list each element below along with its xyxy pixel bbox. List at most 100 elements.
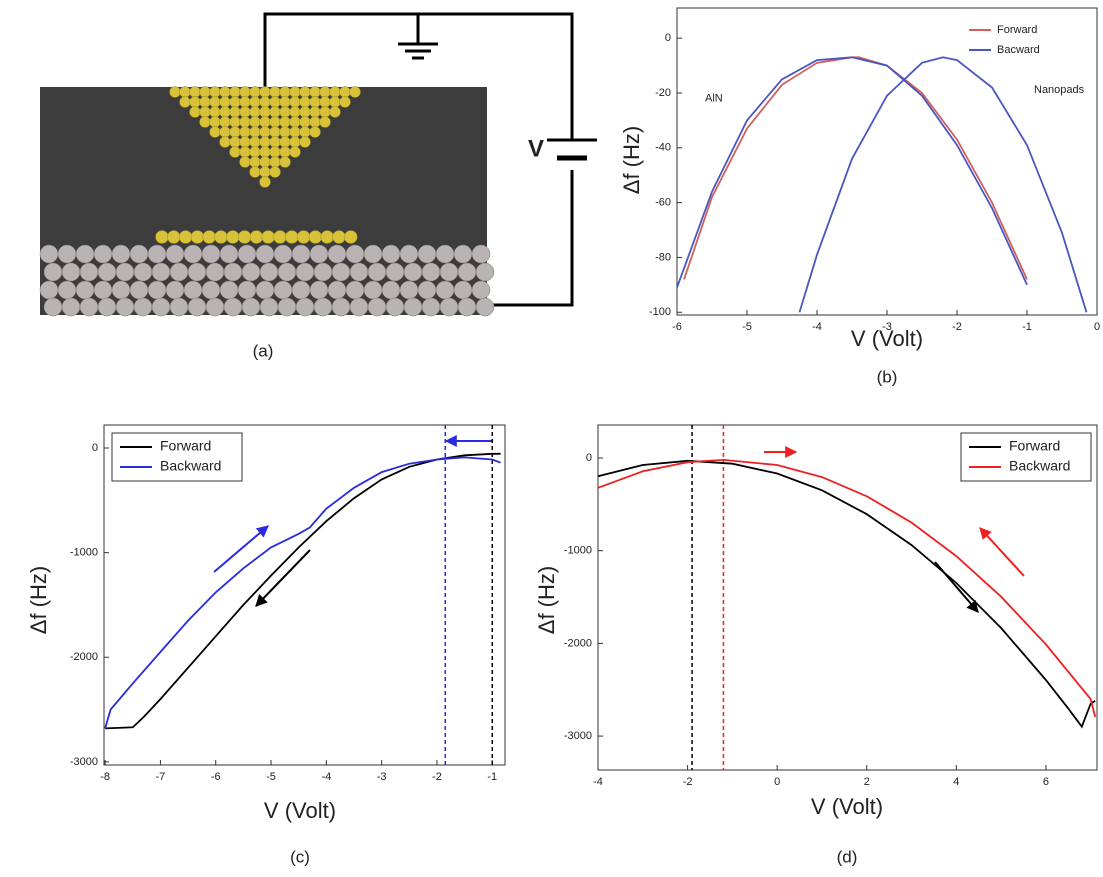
x-tick-label: 4 xyxy=(953,776,959,788)
arrow xyxy=(979,527,1025,577)
tip-atom xyxy=(189,106,201,118)
substrate-atom xyxy=(367,262,387,282)
x-tick-label: -2 xyxy=(432,771,442,783)
y-tick-label: -2000 xyxy=(70,651,98,663)
tip-atom xyxy=(239,136,251,148)
diagram: (a) V xyxy=(39,12,597,360)
tip-atom xyxy=(309,96,321,108)
substrate-atom xyxy=(453,244,473,264)
substrate-atom xyxy=(147,244,167,264)
tip-atom xyxy=(259,106,271,118)
tip-atom xyxy=(239,96,251,108)
substrate-atom xyxy=(327,280,347,300)
tip-atom xyxy=(219,136,231,148)
tip-atom xyxy=(289,96,301,108)
substrate-atom xyxy=(417,280,437,300)
substrate-atom xyxy=(57,244,77,264)
tip-atom xyxy=(179,86,191,98)
tip-atom xyxy=(239,126,251,138)
substrate-atom xyxy=(61,297,81,317)
tip-atom xyxy=(259,166,271,178)
plot-frame xyxy=(103,424,506,766)
tip-atom xyxy=(349,86,361,98)
y-tick-label: -60 xyxy=(655,197,671,209)
tip-atom xyxy=(289,136,301,148)
substrate-atom xyxy=(169,262,189,282)
x-tick-label: -6 xyxy=(672,321,682,333)
series-line xyxy=(105,452,501,730)
series-line xyxy=(104,456,501,729)
y-tick-label: -100 xyxy=(649,306,671,318)
tip-atom xyxy=(289,116,301,128)
substrate-atom xyxy=(187,297,207,317)
voltage-label: V xyxy=(528,135,544,162)
caption: (d) xyxy=(837,847,858,866)
substrate-atom xyxy=(219,244,239,264)
legend-label: Forward xyxy=(997,24,1037,36)
y-tick-label: 0 xyxy=(92,442,98,454)
substrate-atom xyxy=(291,244,311,264)
pad-atom xyxy=(261,230,275,244)
substrate-atom xyxy=(57,280,77,300)
substrate-atom xyxy=(133,262,153,282)
tip-atom xyxy=(339,96,351,108)
substrate-atom xyxy=(453,280,473,300)
tip-atom xyxy=(279,86,291,98)
substrate-atom xyxy=(115,297,135,317)
tip-atom xyxy=(249,126,261,138)
series-line xyxy=(597,458,1097,718)
tip-atom xyxy=(309,116,321,128)
tip-atom xyxy=(229,136,241,148)
substrate-atom xyxy=(421,297,441,317)
substrate-atom xyxy=(313,262,333,282)
x-tick-label: -1 xyxy=(1022,321,1032,333)
arrow xyxy=(213,525,269,573)
pad-atom xyxy=(202,230,216,244)
x-tick-label: -3 xyxy=(882,321,892,333)
substrate-atom xyxy=(115,262,135,282)
tip-atom xyxy=(309,86,321,98)
tip-atom xyxy=(309,106,321,118)
legend-label: Forward xyxy=(160,438,211,454)
substrate-atom xyxy=(349,262,369,282)
annotation: Nanopads xyxy=(1034,84,1085,96)
tip-atom xyxy=(219,106,231,118)
y-tick-label: -40 xyxy=(655,142,671,154)
substrate-atom xyxy=(111,244,131,264)
substrate-atom xyxy=(259,297,279,317)
tip-atom xyxy=(319,116,331,128)
legend-frame xyxy=(960,432,1092,482)
x-tick-label: -4 xyxy=(593,776,603,788)
tip-atom xyxy=(269,146,281,158)
series-line xyxy=(676,56,1028,288)
x-axis-label: V (Volt) xyxy=(264,798,336,823)
x-tick-label: -4 xyxy=(321,771,331,783)
substrate-atom xyxy=(183,244,203,264)
substrate-atom xyxy=(223,262,243,282)
tip-atom xyxy=(239,86,251,98)
substrate-atom xyxy=(471,244,491,264)
substrate-atom xyxy=(399,280,419,300)
substrate-atom xyxy=(75,244,95,264)
substrate-atom xyxy=(97,297,117,317)
pad-atom xyxy=(320,230,334,244)
series-line xyxy=(683,56,1028,280)
substrate-atom xyxy=(201,244,221,264)
pad-atom xyxy=(296,230,311,244)
substrate-atom xyxy=(277,262,297,282)
y-tick-label: -2000 xyxy=(564,637,592,649)
y-tick-label: 0 xyxy=(586,452,592,464)
substrate-atom xyxy=(331,297,351,317)
tip-atom xyxy=(279,96,291,108)
x-tick-label: -8 xyxy=(100,771,110,783)
tip-atom xyxy=(249,96,261,108)
legend-label: Bacward xyxy=(997,44,1040,56)
tip-atom xyxy=(199,96,211,108)
tip-atom xyxy=(209,86,221,98)
tip-atom xyxy=(259,96,271,108)
x-tick-label: -3 xyxy=(377,771,387,783)
tip-atom xyxy=(279,126,291,138)
y-tick-label: 0 xyxy=(665,32,671,44)
substrate-atom xyxy=(345,244,365,264)
substrate-atom xyxy=(367,297,387,317)
